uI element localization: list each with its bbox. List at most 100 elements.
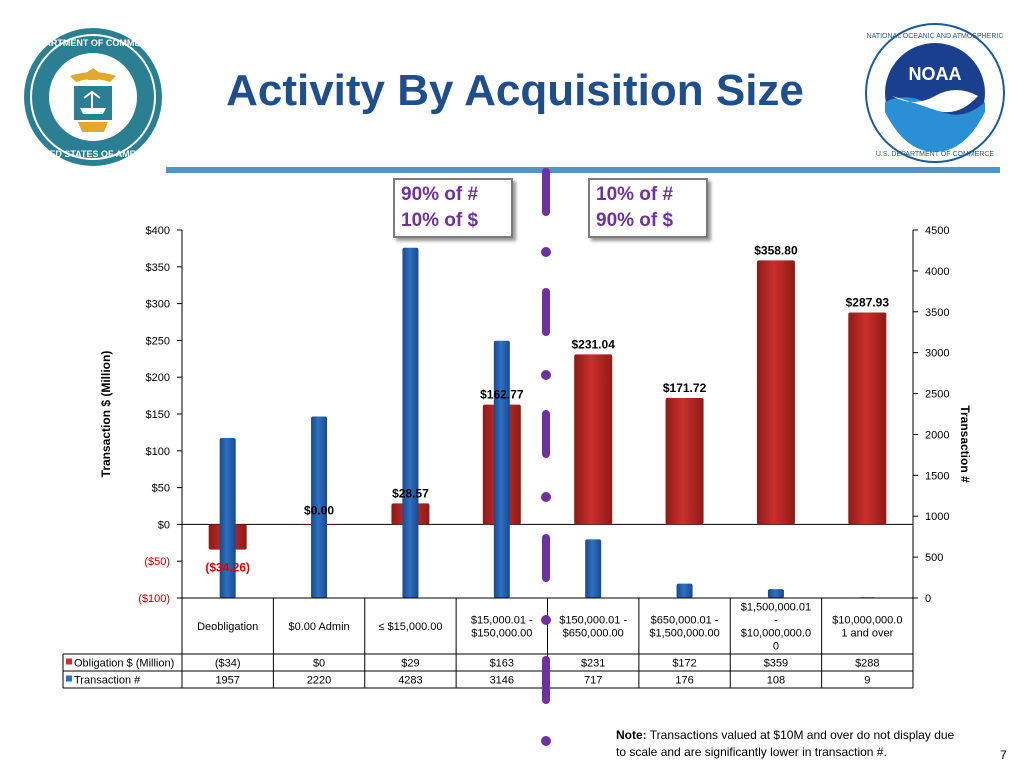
transaction-bar [311,416,328,598]
left-axis-tick-label: $150 [146,409,170,421]
obligation-bar [756,260,795,525]
obligation-data-label: $0.00 [304,503,334,517]
table-cell: 176 [675,675,693,687]
category-label: 0 [773,641,779,653]
legend-series-name: Transaction # [74,675,141,687]
obligation-bar [848,312,887,525]
divider-dot [541,615,551,625]
table-cell: $359 [764,658,788,670]
legend-key-obligation [66,658,72,665]
left-axis-tick-label: $0 [158,519,170,531]
slide-title: Activity By Acquisition Size [226,66,804,115]
table-cell: 4283 [398,675,422,687]
table-cell: $0 [313,658,325,670]
table-cell: $172 [672,658,696,670]
left-axis-tick-label: $400 [146,225,170,237]
callout-right-line2: 90% of $ [596,210,674,231]
table-cell: 717 [584,675,602,687]
left-axis-tick-label: $100 [146,446,170,458]
left-axis-title: Transaction $ (Million) [99,351,113,478]
category-label: $650,000.01 - [651,615,719,627]
divider-dot [541,736,551,746]
title-rule [166,167,1000,173]
transaction-bar [402,247,419,598]
table-cell: $29 [401,658,419,670]
footnote-text: Transactions valued at $10M and over do … [616,728,955,759]
right-axis-title: Transaction # [958,405,972,483]
callout-left-line1: 90% of # [401,184,479,205]
category-label: $15,000.01 - [471,615,533,627]
right-axis-tick-label: 3000 [925,348,949,360]
category-label: $150,000.00 [471,628,532,640]
category-label: $1,500,000.01 [741,602,811,614]
right-axis-tick-label: 0 [925,593,931,605]
obligation-bar [665,398,704,525]
footnote: Note: Transactions valued at $10M and ov… [616,727,956,761]
transaction-bar [767,589,784,598]
transaction-bar [219,437,236,598]
category-label: 1 and over [841,628,893,640]
category-label: $650,000.00 [563,628,624,640]
right-axis-tick-label: 4500 [925,225,949,237]
obligation-data-label: $171.72 [663,381,707,395]
svg-text:DEPARTMENT OF COMMERCE: DEPARTMENT OF COMMERCE [27,38,160,48]
right-axis-tick-label: 2000 [925,429,949,441]
obligation-data-label: $358.80 [754,243,798,257]
noaa-logo: NOAA NATIONAL OCEANIC AND ATMOSPHERIC U.… [865,23,1005,163]
obligation-data-label: ($34.26) [205,561,250,575]
legend-key-transaction [66,675,72,682]
slide-number: 7 [1000,748,1007,762]
category-label: $10,000,000.0 [741,628,811,640]
obligation-data-label: $28.57 [392,486,429,500]
table-cell: $163 [490,658,514,670]
right-axis-tick-label: 3500 [925,307,949,319]
table-cell: $288 [855,658,879,670]
table-cell: $231 [581,658,605,670]
callout-right: 10% of # 90% of $ [588,178,708,238]
left-axis-tick-label: ($50) [144,556,170,568]
department-of-commerce-logo: DEPARTMENT OF COMMERCE UNITED STATES OF … [24,28,162,166]
transaction-bar [493,340,510,598]
left-axis-tick-label: $300 [146,299,170,311]
transaction-bar [676,583,693,598]
category-label: $150,000.01 - [559,615,627,627]
transaction-bar [585,539,602,598]
table-cell: ($34) [215,658,241,670]
category-label: $10,000,000.0 [832,615,902,627]
divider-dot [541,492,551,502]
obligation-data-label: $287.93 [846,295,890,309]
right-axis-tick-label: 2500 [925,389,949,401]
category-label: $0.00 Admin [288,621,349,633]
category-label: - [774,615,778,627]
svg-text:NOAA: NOAA [909,64,962,84]
table-cell: 2220 [307,675,331,687]
right-axis-tick-label: 4000 [925,266,949,278]
table-cell: 108 [767,675,785,687]
table-cell: 3146 [490,675,514,687]
obligation-data-label: $231.04 [571,337,615,351]
right-axis-tick-label: 1000 [925,511,949,523]
right-axis-tick-label: 500 [925,552,943,564]
svg-text:NATIONAL OCEANIC AND ATMOSPHER: NATIONAL OCEANIC AND ATMOSPHERIC [867,33,1004,40]
callout-right-line1: 10% of # [596,184,674,205]
table-cell: 9 [864,675,870,687]
category-label: Deobligation [197,621,258,633]
left-axis-tick-label: $250 [146,335,170,347]
footnote-label: Note: [616,728,647,742]
left-axis-tick-label: $200 [146,372,170,384]
obligation-bar [574,354,613,525]
left-axis-tick-label: $350 [146,262,170,274]
callout-left: 90% of # 10% of $ [393,178,513,238]
left-axis-tick-label: ($100) [138,593,170,605]
category-label: $1,500,000.00 [649,628,719,640]
callout-left-line2: 10% of $ [401,210,479,231]
right-axis-tick-label: 1500 [925,470,949,482]
category-label: ≤ $15,000.00 [378,621,442,633]
table-cell: 1957 [215,675,239,687]
svg-text:U.S. DEPARTMENT OF COMMERCE: U.S. DEPARTMENT OF COMMERCE [876,151,995,158]
divider-dot [541,370,551,380]
left-axis-tick-label: $50 [152,483,170,495]
svg-text:UNITED STATES OF AMERICA: UNITED STATES OF AMERICA [28,149,158,159]
obligation-data-label: $162.77 [480,388,524,402]
